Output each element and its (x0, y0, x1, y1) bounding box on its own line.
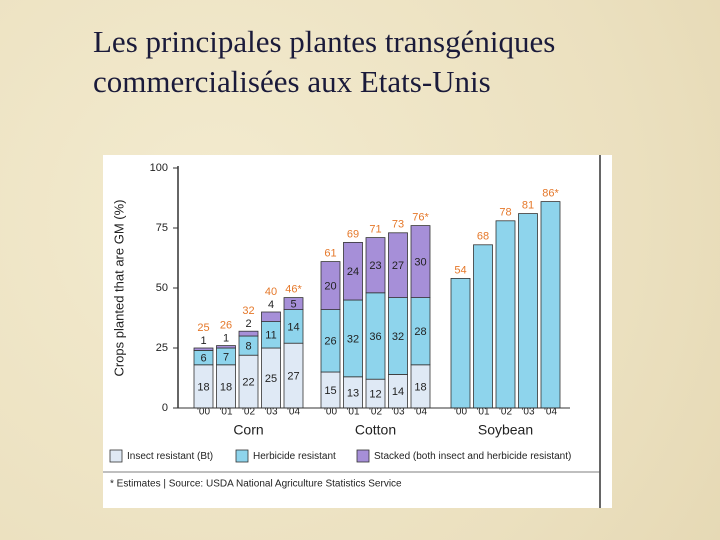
bar-segment (410, 225, 431, 299)
segment-label: 36 (369, 331, 381, 343)
segment-label: 30 (414, 257, 426, 269)
total-label: 69 (347, 228, 359, 240)
bar-segment (216, 345, 236, 349)
y-axis-label: Crops planted that are GM (%) (111, 199, 126, 376)
segment-label: 26 (324, 336, 336, 348)
footnote: * Estimates | Source: USDA National Agri… (110, 479, 402, 490)
bar-segment (193, 347, 214, 351)
x-tick-label: '02 (369, 407, 382, 418)
x-tick-label: '01 (346, 407, 359, 418)
segment-label: 32 (392, 331, 404, 343)
x-tick-label: '04 (544, 407, 557, 418)
segment-label: 1 (223, 333, 229, 345)
segment-label: 4 (268, 299, 274, 311)
y-tick-label: 100 (150, 162, 168, 174)
segment-label: 1 (200, 335, 206, 347)
y-tick-label: 0 (162, 402, 168, 414)
total-label: 68 (477, 231, 489, 243)
total-label: 54 (454, 264, 466, 276)
segment-label: 22 (242, 377, 254, 389)
total-label: 25 (197, 322, 209, 334)
group-label: Soybean (478, 422, 533, 438)
total-label: 86* (542, 188, 559, 200)
segment-label: 25 (265, 373, 277, 385)
bar-segment (343, 241, 363, 301)
x-tick-label: '00 (454, 407, 467, 418)
segment-label: 14 (287, 321, 299, 333)
x-tick-label: '02 (242, 407, 255, 418)
total-label: 81 (522, 200, 534, 212)
x-tick-label: '03 (264, 407, 277, 418)
segment-label: 6 (200, 353, 206, 365)
x-tick-label: '03 (391, 407, 404, 418)
bar-segment (320, 261, 341, 311)
segment-label: 18 (197, 381, 209, 393)
y-tick-label: 75 (156, 222, 168, 234)
x-tick-label: '02 (499, 407, 512, 418)
bar-segment (473, 244, 493, 409)
group-label: Cotton (355, 422, 396, 438)
legend-label: Stacked (both insect and herbicide resis… (374, 451, 571, 462)
slide-title: Les principales plantes transgéniques co… (93, 24, 556, 99)
total-label: 78 (499, 207, 511, 219)
segment-label: 24 (347, 266, 359, 278)
legend-swatch (356, 449, 370, 463)
x-tick-label: '04 (414, 407, 427, 418)
segment-label: 2 (245, 318, 251, 330)
segment-label: 32 (347, 333, 359, 345)
segment-label: 11 (265, 330, 276, 342)
x-tick-label: '03 (521, 407, 534, 418)
segment-label: 7 (223, 351, 229, 363)
segment-label: 23 (369, 260, 381, 272)
bar-segment (238, 330, 259, 337)
total-label: 46* (285, 284, 302, 296)
y-tick-label: 50 (156, 282, 168, 294)
segment-label: 14 (392, 386, 404, 398)
segment-label: 27 (392, 260, 404, 272)
x-tick-label: '00 (197, 407, 210, 418)
bar-segment (388, 232, 408, 299)
bar-segment (261, 311, 281, 323)
y-tick-label: 25 (156, 342, 168, 354)
x-tick-label: '04 (287, 407, 300, 418)
total-label: 73 (392, 219, 404, 231)
segment-label: 8 (245, 341, 251, 353)
group-label: Corn (233, 422, 263, 438)
total-label: 76* (412, 212, 429, 224)
total-label: 61 (324, 248, 336, 260)
segment-label: 27 (287, 371, 299, 383)
segment-label: 13 (347, 387, 359, 399)
segment-label: 18 (220, 381, 232, 393)
segment-label: 12 (369, 389, 381, 401)
x-tick-label: '01 (476, 407, 489, 418)
segment-label: 18 (414, 381, 426, 393)
bar-segment (365, 237, 386, 294)
bar-segment (540, 201, 561, 409)
total-label: 26 (220, 320, 232, 332)
total-label: 32 (242, 305, 254, 317)
legend-swatch (235, 449, 249, 463)
total-label: 71 (369, 224, 381, 236)
segment-label: 5 (290, 299, 296, 311)
legend-swatch (109, 449, 123, 463)
bar-segment (518, 213, 538, 409)
legend-label: Herbicide resistant (253, 451, 336, 462)
total-label: 40 (265, 286, 277, 298)
bar-segment (450, 277, 471, 409)
x-tick-label: '01 (219, 407, 232, 418)
bar-segment (283, 297, 304, 311)
legend-label: Insect resistant (Bt) (127, 451, 213, 462)
segment-label: 15 (324, 385, 336, 397)
bar-segment (495, 220, 516, 409)
x-tick-label: '00 (324, 407, 337, 418)
segment-label: 28 (414, 326, 426, 338)
segment-label: 20 (324, 281, 336, 293)
